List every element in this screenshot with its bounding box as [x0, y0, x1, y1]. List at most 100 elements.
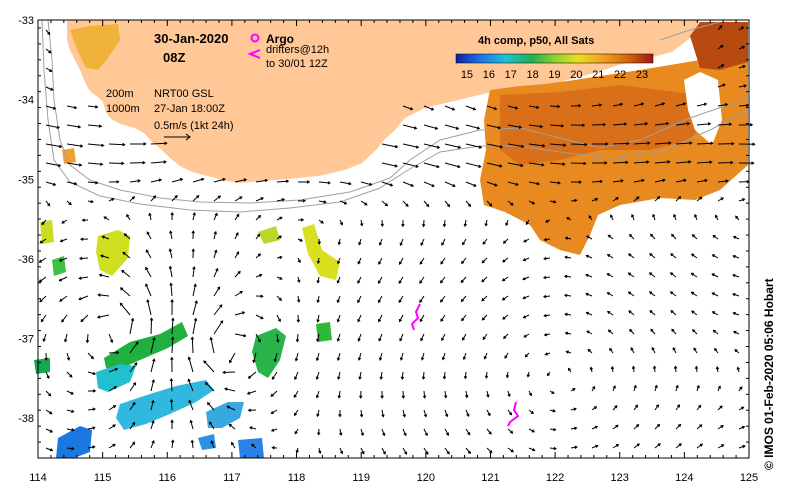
current-arrow	[542, 294, 551, 299]
argo-marker-icon	[250, 33, 260, 43]
current-arrow	[45, 143, 63, 149]
current-arrow	[717, 405, 723, 411]
current-arrow	[524, 352, 530, 358]
current-arrow	[276, 314, 281, 323]
current-arrow	[247, 408, 257, 412]
current-arrow	[652, 213, 656, 221]
current-arrow	[337, 371, 341, 380]
current-arrow	[170, 211, 174, 221]
current-arrow	[108, 350, 120, 355]
y-axis-ticks: -33 -34 -35 -36 -37 -38	[18, 15, 34, 425]
sst-patch-ygreen-2	[96, 230, 130, 276]
current-arrow	[650, 328, 656, 335]
current-arrow	[612, 141, 630, 146]
current-arrow	[45, 86, 54, 91]
current-arrow	[628, 233, 635, 240]
current-arrow	[98, 273, 110, 278]
current-arrow	[42, 333, 47, 343]
current-arrow	[461, 257, 467, 265]
current-arrow	[296, 314, 301, 323]
current-arrow	[169, 377, 174, 392]
current-arrow	[591, 103, 603, 107]
current-arrow	[318, 200, 327, 204]
current-arrow	[101, 235, 110, 240]
current-arrow	[234, 270, 241, 278]
current-arrow	[204, 382, 215, 392]
current-arrow	[633, 160, 650, 164]
current-arrow	[591, 179, 603, 184]
current-arrow	[402, 447, 408, 455]
current-arrow	[543, 256, 551, 261]
current-arrow	[190, 439, 195, 449]
current-arrow	[66, 200, 72, 206]
current-arrow	[419, 314, 425, 323]
current-arrow	[66, 105, 78, 110]
current-arrow	[732, 254, 740, 259]
current-arrow	[612, 160, 629, 165]
current-arrow	[696, 196, 703, 202]
current-arrow	[422, 390, 427, 399]
current-arrow	[66, 124, 82, 129]
current-arrow	[543, 237, 551, 242]
current-arrow	[651, 346, 656, 354]
current-arrow	[402, 124, 418, 130]
current-arrow	[61, 314, 68, 323]
current-arrow	[150, 440, 155, 449]
current-arrow	[169, 282, 173, 297]
current-arrow	[399, 257, 404, 265]
frame-ticks	[37, 20, 750, 459]
current-arrow	[87, 162, 104, 166]
current-arrow	[337, 257, 341, 265]
current-arrow	[732, 274, 740, 278]
current-arrow	[191, 230, 195, 240]
current-arrow	[738, 123, 754, 127]
current-arrow	[381, 181, 394, 187]
current-arrow	[234, 333, 247, 338]
current-arrow	[465, 143, 483, 149]
current-arrow	[255, 197, 264, 202]
current-arrow	[149, 317, 154, 335]
current-arrow	[675, 160, 692, 164]
current-arrow	[381, 409, 385, 418]
current-arrow	[612, 424, 619, 430]
current-arrow	[486, 428, 492, 435]
current-arrow	[612, 102, 624, 107]
current-arrow	[122, 251, 131, 259]
current-arrow	[420, 333, 425, 342]
current-arrow	[549, 427, 557, 432]
info-depth1: 200m	[106, 88, 134, 100]
current-arrow	[567, 367, 572, 373]
current-arrow	[150, 419, 155, 430]
current-arrow	[402, 181, 415, 187]
colorbar-title: 4h comp, p50, All Sats	[478, 35, 594, 47]
current-arrow	[542, 275, 551, 280]
current-arrow	[717, 197, 724, 202]
current-arrow	[126, 213, 131, 221]
current-arrow	[108, 386, 118, 392]
current-arrow	[108, 367, 119, 373]
current-arrow	[190, 336, 195, 354]
current-arrow	[481, 257, 488, 264]
current-arrow	[442, 219, 447, 228]
current-arrow	[276, 276, 283, 280]
current-arrow	[87, 426, 96, 430]
current-arrow	[444, 409, 449, 418]
current-arrow	[421, 371, 426, 380]
current-arrow	[315, 352, 320, 362]
current-arrow	[717, 141, 735, 146]
current-arrow	[38, 276, 47, 283]
current-arrow	[591, 142, 609, 146]
current-arrow	[460, 276, 467, 284]
current-arrow	[87, 445, 96, 449]
current-arrow	[503, 333, 509, 340]
current-arrow	[633, 196, 640, 202]
sst-patch-west-coast	[70, 24, 120, 70]
current-arrow	[502, 238, 509, 244]
current-arrow	[654, 178, 666, 183]
current-arrow	[336, 276, 341, 284]
current-arrow	[378, 352, 383, 361]
current-arrow	[316, 276, 320, 284]
legend-drifters-line1: drifters@12h	[266, 44, 329, 56]
current-arrow	[66, 352, 71, 361]
current-arrow	[566, 217, 572, 221]
